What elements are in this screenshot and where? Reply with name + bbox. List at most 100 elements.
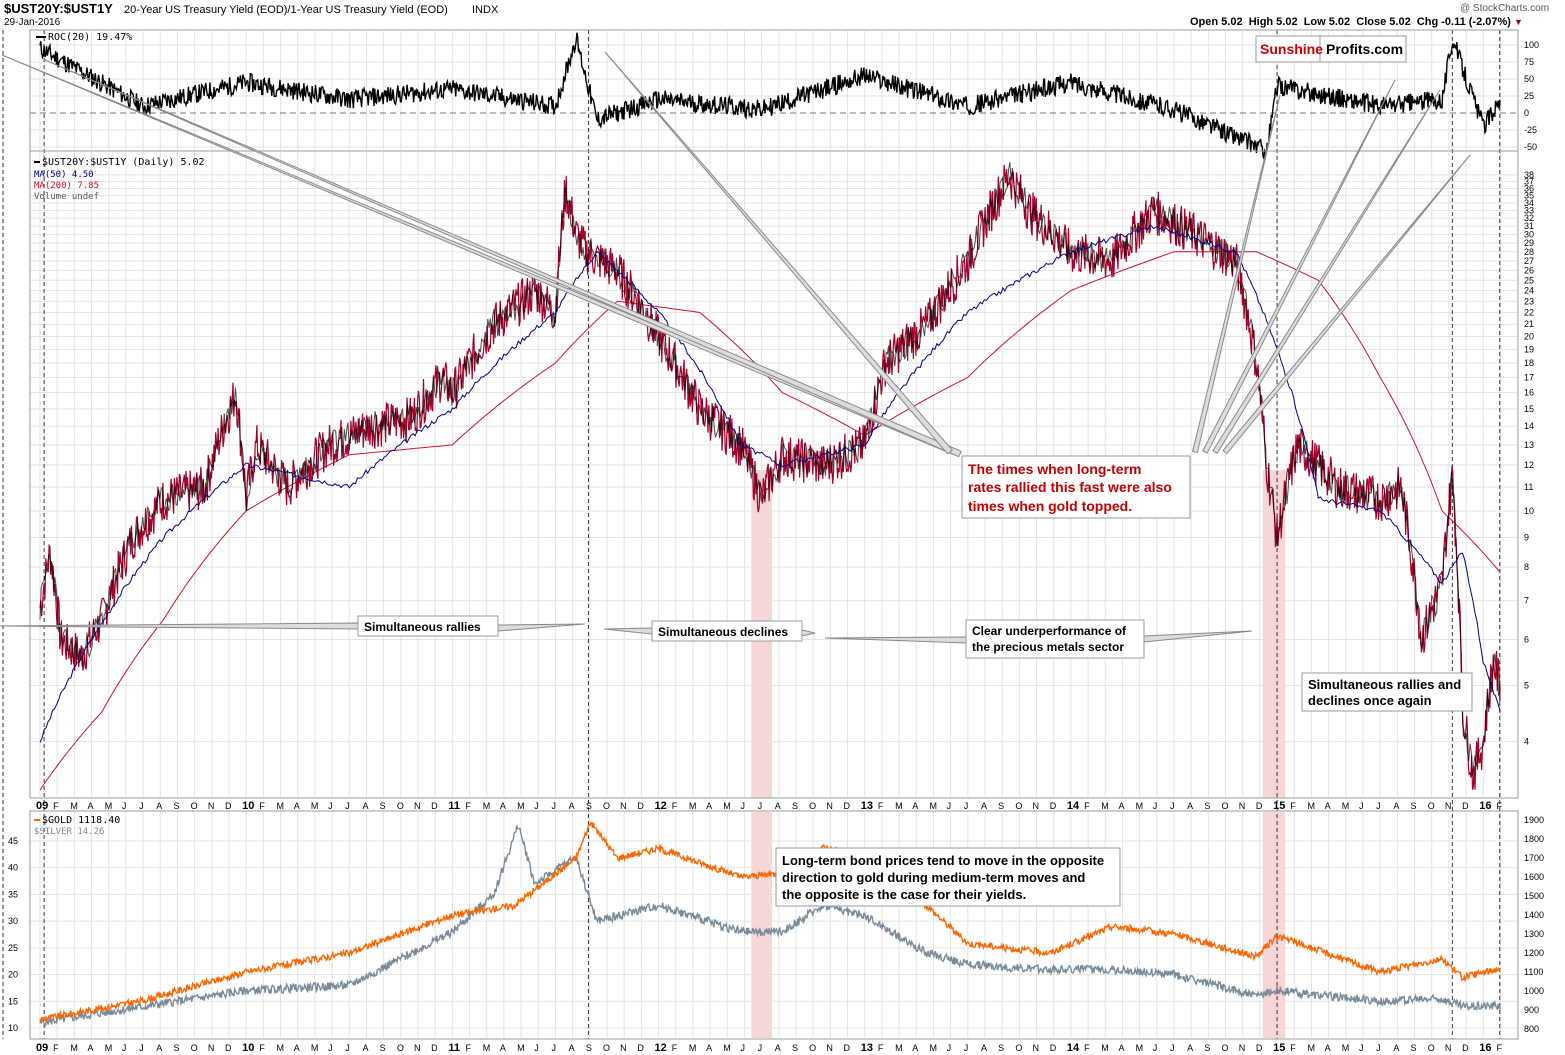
price-tick-label: 13: [1524, 440, 1534, 450]
x-tick-label: J: [1153, 801, 1158, 811]
topped-line-1: The times when long-term: [968, 461, 1141, 477]
x-tick-label: J: [1359, 1043, 1364, 1053]
price-tick-label: 36: [1524, 184, 1534, 194]
x-tick-label: N: [414, 1043, 421, 1053]
roc-tick-label: -50: [1524, 142, 1537, 152]
x-tick-label: J: [551, 1043, 556, 1053]
x-tick-label: F: [259, 1043, 265, 1053]
x-tick-label: N: [414, 801, 421, 811]
gold-tick-label: 1800: [1524, 834, 1544, 844]
x-tick-label: J: [1376, 801, 1381, 811]
x-tick-label: F: [1084, 801, 1090, 811]
price-tick-label: 37: [1524, 177, 1534, 187]
topped-line-3: times when gold topped.: [968, 498, 1132, 514]
gold-tick-label: 1700: [1524, 853, 1544, 863]
highlight-shades: [751, 470, 1286, 1038]
price-tick-label: 35: [1524, 191, 1534, 201]
price-tick-label: 21: [1524, 319, 1534, 329]
annotation-arrow: [1202, 79, 1396, 454]
underperf-line-2: the precious metals sector: [972, 640, 1124, 654]
price-tick-label: 27: [1524, 256, 1534, 266]
x-tick-label: J: [1376, 1043, 1381, 1053]
series-silver: [39, 825, 1501, 1028]
x-tick-label: J: [328, 801, 333, 811]
price-tick-label: 38: [1524, 170, 1534, 180]
x-tick-label: F: [878, 1043, 884, 1053]
x-tick-label: J: [1153, 1043, 1158, 1053]
x-tick-label: 14: [1067, 1042, 1080, 1054]
gold-tick-label: 1600: [1524, 872, 1544, 882]
x-tick-label: M: [483, 1043, 491, 1053]
x-tick-label: M: [723, 801, 731, 811]
silver-tick-label: 10: [8, 1023, 18, 1033]
bonds-line-3: the opposite is the case for their yield…: [782, 887, 1026, 902]
price-panel-border: [29, 150, 1519, 799]
x-tick-label: D: [1256, 801, 1263, 811]
x-tick-label: S: [586, 801, 592, 811]
x-tick-label: M: [105, 801, 113, 811]
x-tick-label: A: [156, 1043, 162, 1053]
metals-panel-border: [29, 810, 1519, 1040]
x-tick-label: 12: [655, 800, 667, 812]
x-tick-label: S: [586, 1043, 592, 1053]
gold-tick-label: 1000: [1524, 986, 1544, 996]
x-tick-label: A: [1187, 801, 1193, 811]
x-tick-label: J: [122, 801, 127, 811]
x-tick-label: J: [122, 1043, 127, 1053]
x-tick-label: A: [1118, 801, 1124, 811]
x-tick-label: N: [1033, 801, 1040, 811]
x-tick-label: A: [981, 801, 987, 811]
annotation-arrow: [603, 627, 653, 635]
x-tick-label: J: [758, 801, 763, 811]
series-ratio: [39, 162, 1501, 776]
x-tick-label: S: [1411, 801, 1417, 811]
price-tick-label: 14: [1524, 421, 1534, 431]
silver-tick-label: 40: [8, 863, 18, 873]
highlight-band: [1262, 470, 1286, 798]
x-tick-label: A: [88, 1043, 94, 1053]
x-tick-label: M: [105, 1043, 113, 1053]
x-tick-label: A: [1393, 801, 1399, 811]
x-tick-label: O: [1222, 801, 1229, 811]
x-tick-label: A: [1118, 1043, 1124, 1053]
copyright: @ StockCharts.com: [1460, 3, 1549, 14]
price-tick-label: 9: [1524, 532, 1529, 542]
x-tick-label: A: [569, 1043, 575, 1053]
x-tick-label: M: [70, 1043, 78, 1053]
price-tick-label: 29: [1524, 238, 1534, 248]
silver-tick-label: 25: [8, 943, 18, 953]
annotation-arrow: [44, 59, 962, 458]
x-tick-label: M: [1101, 801, 1109, 811]
annotation-arrow: [0, 622, 359, 630]
x-tick-label: 10: [242, 1042, 254, 1054]
x-tick-label: M: [70, 801, 78, 811]
x-tick-label: D: [431, 1043, 438, 1053]
x-tick-label: J: [964, 1043, 969, 1053]
bonds-line-2: direction to gold during medium-term mov…: [782, 870, 1085, 885]
x-tick-label: O: [1428, 801, 1435, 811]
x-tick-label: 15: [1273, 1042, 1285, 1054]
price-tick-label: 15: [1524, 404, 1534, 414]
roc-legend-text: ROC(20) 19.47%: [48, 32, 132, 43]
annotation-underperf: Clear underperformance of the precious m…: [965, 619, 1145, 659]
price-legend-line-4: Volume undef: [34, 192, 99, 202]
x-tick-label: 13: [861, 800, 873, 812]
x-tick-label: 10: [242, 800, 254, 812]
sim-declines-text: Simultaneous declines: [658, 625, 788, 639]
x-tick-label: A: [362, 801, 368, 811]
x-tick-label: D: [1462, 1043, 1469, 1053]
x-tick-label: A: [912, 801, 918, 811]
x-tick-label: 11: [448, 800, 460, 812]
price-tick-label: 22: [1524, 307, 1534, 317]
price-tick-label: 11: [1524, 482, 1533, 492]
x-tick-label: A: [569, 801, 575, 811]
gold-tick-label: 900: [1524, 1005, 1539, 1015]
price-tick-label: 17: [1524, 372, 1534, 382]
x-tick-label: D: [844, 1043, 851, 1053]
series-layer: [39, 32, 1501, 1028]
silver-tick-label: 35: [8, 889, 18, 899]
annotation-sim-declines: Simultaneous declines: [651, 620, 803, 642]
x-tick-label: F: [1496, 801, 1502, 811]
highlight-band: [1262, 812, 1286, 1038]
x-tick-label: A: [294, 801, 300, 811]
